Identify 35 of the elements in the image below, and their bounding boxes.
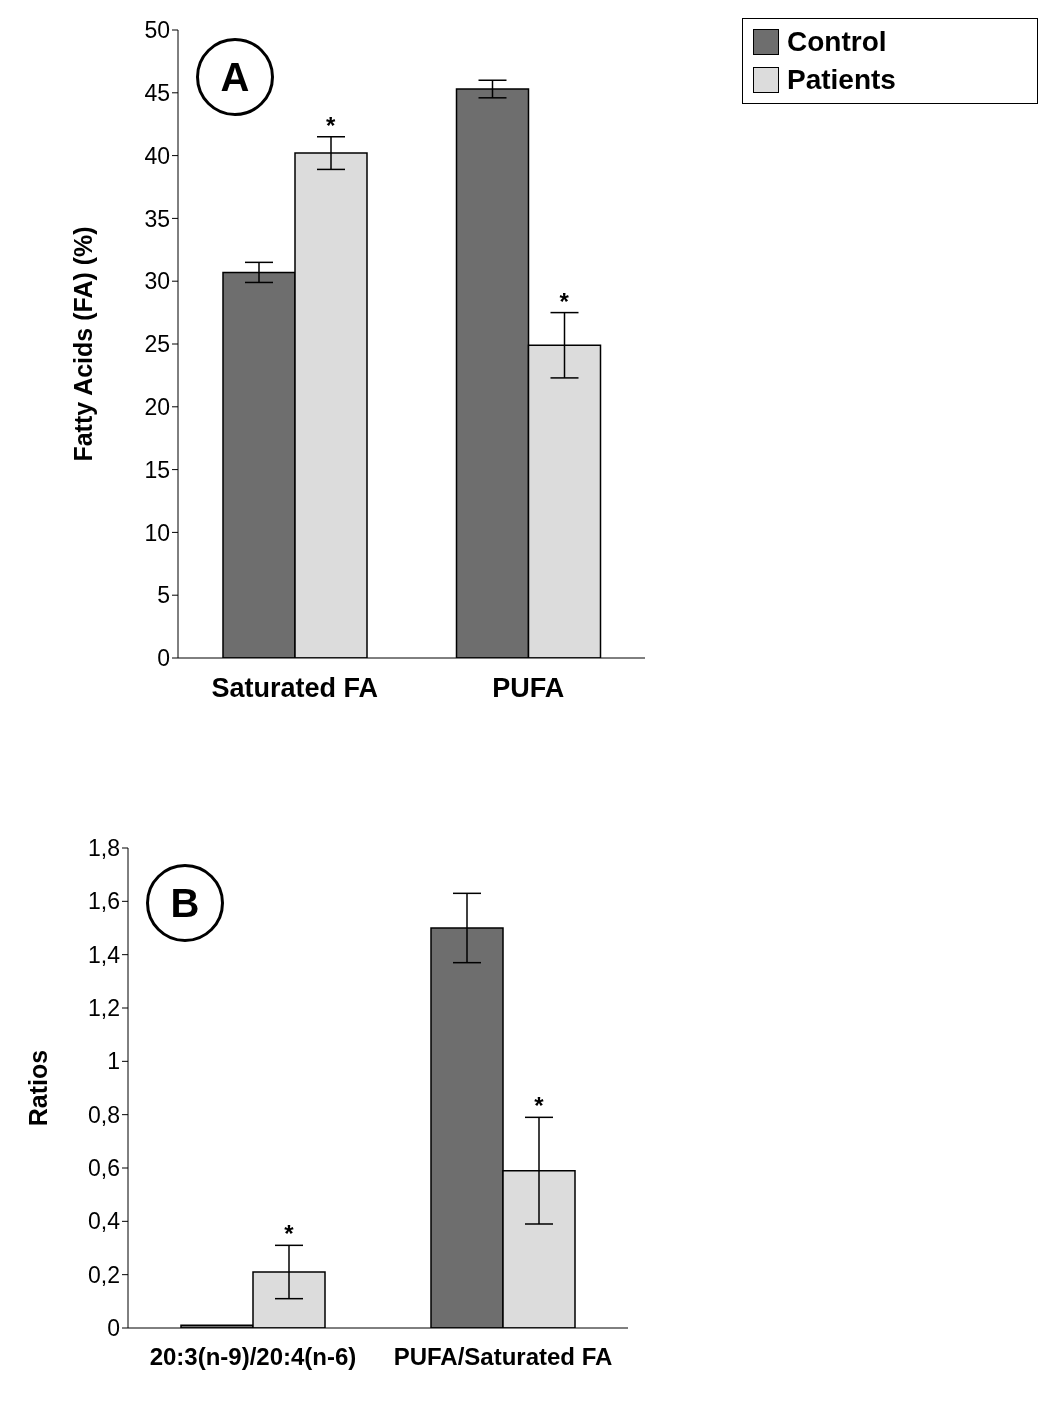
y-tick-label: 5 <box>157 582 170 609</box>
y-tick-label: 25 <box>144 331 170 358</box>
y-tick-label: 50 <box>144 17 170 44</box>
y-tick-label: 35 <box>144 205 170 232</box>
annotation: * <box>559 287 570 315</box>
y-tick-label: 1,6 <box>88 888 120 915</box>
annotation: * <box>326 111 337 139</box>
y-tick-label: 0,8 <box>88 1101 120 1128</box>
legend-label: Patients <box>787 64 896 96</box>
x-tick-label: Saturated FA <box>211 673 379 704</box>
y-tick-label: 1,8 <box>88 835 120 862</box>
y-tick-label: 0,2 <box>88 1261 120 1288</box>
y-tick-label: 0,4 <box>88 1208 121 1235</box>
y-tick-label: 1,2 <box>88 995 120 1022</box>
legend-label: Control <box>787 26 887 58</box>
y-tick-label: 0,6 <box>88 1155 120 1182</box>
y-axis-title: Ratios <box>23 1049 52 1127</box>
y-tick-label: 20 <box>144 393 170 420</box>
y-tick-label: 30 <box>144 268 170 295</box>
annotation: * <box>284 1220 295 1248</box>
y-tick-label: 1 <box>107 1048 120 1075</box>
y-tick-label: 10 <box>144 519 170 546</box>
y-axis-title: Fatty Acids (FA) (%) <box>68 226 97 462</box>
y-tick-label: 0 <box>157 645 170 672</box>
y-tick-label: 40 <box>144 142 170 169</box>
circled-letter: B <box>146 864 224 942</box>
x-tick-label: PUFA <box>492 673 565 704</box>
y-tick-label: 45 <box>144 79 170 106</box>
x-tick-label: 20:3(n-9)/20:4(n-6) <box>149 1343 357 1371</box>
y-tick-label: 0 <box>107 1315 120 1342</box>
x-tick-label: PUFA/Saturated FA <box>393 1343 613 1371</box>
y-tick-label: 15 <box>144 456 170 483</box>
circled-letter: A <box>196 38 274 116</box>
annotation: * <box>534 1092 545 1120</box>
y-tick-label: 1,4 <box>88 941 121 968</box>
